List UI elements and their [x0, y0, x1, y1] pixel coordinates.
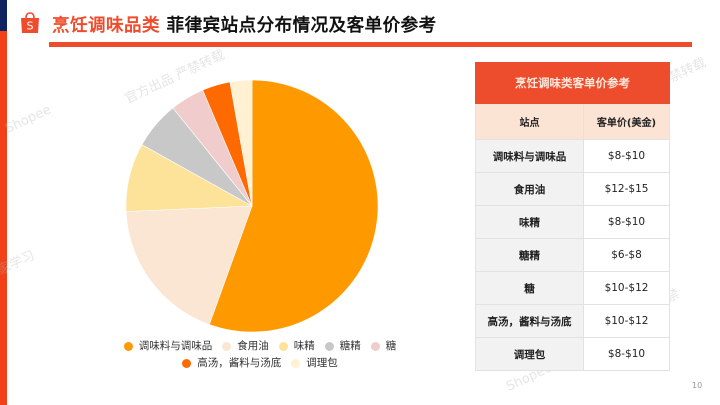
side-bar-red — [0, 31, 7, 405]
pie-slice — [208, 79, 379, 333]
legend-item: 调味料与调味品 — [123, 339, 213, 354]
column-header-site: 站点 — [475, 103, 584, 140]
pie-chart — [125, 79, 379, 333]
page-number: 10 — [692, 381, 703, 390]
legend-item: 糖精 — [324, 339, 361, 354]
site-cell: 糖精 — [475, 238, 584, 272]
price-cell: $6-$8 — [583, 238, 670, 272]
legend-label: 调味料与调味品 — [138, 340, 213, 352]
title-underline — [49, 42, 692, 47]
legend-dot-icon — [123, 342, 133, 351]
pie-slice — [125, 205, 253, 325]
legend-dot-icon — [182, 359, 192, 368]
legend-dot-icon — [291, 359, 301, 368]
legend-label: 糖精 — [339, 340, 361, 352]
legend-dot-icon — [278, 342, 288, 351]
table-row: 调理包 $8-$10 — [475, 337, 670, 371]
legend-label: 调理包 — [306, 357, 338, 369]
table-title: 烹饪调味类客单价参考 — [475, 62, 670, 104]
table-row: 高汤，酱料与汤底 $10-$12 — [475, 304, 670, 338]
legend-item: 食用油 — [222, 339, 269, 354]
legend-dot-icon — [370, 342, 380, 351]
pie-slice — [229, 79, 253, 207]
legend-label: 味精 — [293, 340, 315, 352]
title-accent: 烹饪调味品类 — [52, 16, 160, 36]
legend-label: 食用油 — [237, 340, 269, 352]
title-rest: 菲律宾站点分布情况及客单价参考 — [166, 16, 437, 36]
page-title: 烹饪调味品类 菲律宾站点分布情况及客单价参考 — [52, 12, 437, 37]
shopee-bag-icon: S — [21, 12, 39, 33]
legend-dot-icon — [324, 342, 334, 351]
table-row: 食用油 $12-$15 — [475, 172, 670, 206]
price-cell: $12-$15 — [583, 172, 670, 206]
price-cell: $8-$10 — [583, 337, 670, 371]
table-row: 糖精 $6-$8 — [475, 238, 670, 272]
svg-text:S: S — [27, 20, 34, 33]
price-cell: $8-$10 — [583, 205, 670, 239]
watermark: Shopee — [3, 102, 54, 137]
price-cell: $8-$10 — [583, 139, 670, 173]
table-row: 味精 $8-$10 — [475, 205, 670, 239]
site-cell: 味精 — [475, 205, 584, 239]
side-bar-navy — [0, 0, 7, 31]
chart-legend: 调味料与调味品 食用油 味精 糖精 糖高汤，酱料与汤底 调理包 — [100, 339, 420, 373]
site-cell: 调理包 — [475, 337, 584, 371]
legend-item: 高汤，酱料与汤底 — [182, 356, 281, 371]
legend-item: 味精 — [278, 339, 315, 354]
site-cell: 食用油 — [475, 172, 584, 206]
table-row: 糖 $10-$12 — [475, 271, 670, 305]
table-row: 调味料与调味品 $8-$10 — [475, 139, 670, 173]
price-table: 烹饪调味类客单价参考 站点 客单价(美金) 调味料与调味品 $8-$10 食用油 $… — [475, 62, 670, 371]
legend-item: 调理包 — [291, 356, 338, 371]
legend-item: 糖 — [370, 339, 397, 354]
price-cell: $10-$12 — [583, 304, 670, 338]
site-cell: 高汤，酱料与汤底 — [475, 304, 584, 338]
legend-label: 糖 — [385, 340, 397, 352]
site-cell: 调味料与调味品 — [475, 139, 584, 173]
site-cell: 糖 — [475, 271, 584, 305]
legend-label: 高汤，酱料与汤底 — [197, 357, 282, 369]
column-header-price: 客单价(美金) — [583, 103, 670, 140]
price-cell: $10-$12 — [583, 271, 670, 305]
legend-dot-icon — [222, 342, 232, 351]
